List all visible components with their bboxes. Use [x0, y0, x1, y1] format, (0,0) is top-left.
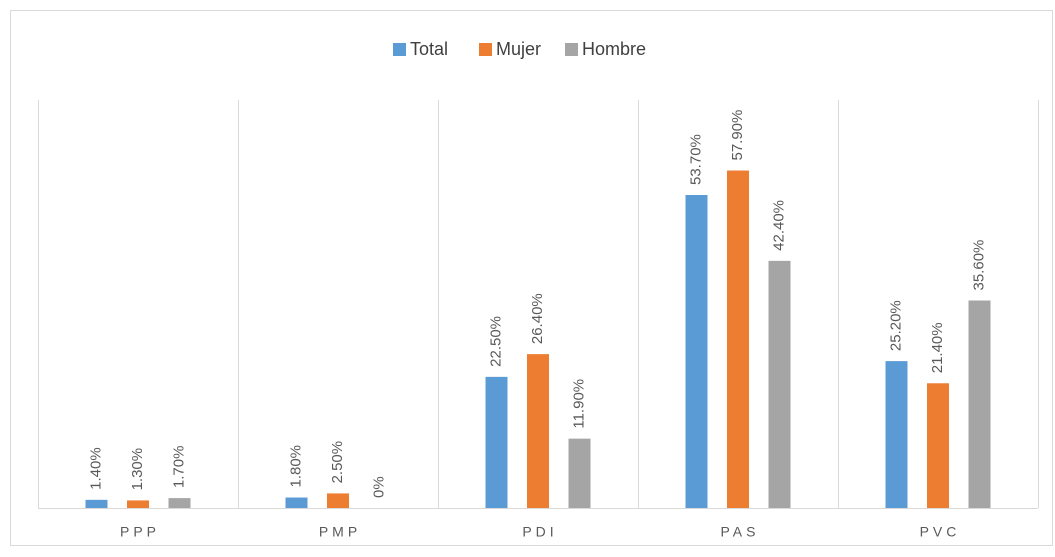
data-label: 1.80%	[287, 445, 304, 488]
data-label: 2.50%	[329, 441, 346, 484]
bar	[327, 493, 349, 508]
x-tick-label: PDI	[522, 524, 557, 540]
legend-label: Total	[410, 39, 448, 59]
data-label: 25.20%	[887, 300, 904, 351]
bar	[885, 361, 908, 508]
data-label: 22.50%	[487, 316, 504, 367]
bar	[927, 383, 949, 508]
x-tick-label: PVC	[920, 524, 961, 540]
data-label: 21.40%	[929, 322, 946, 373]
bar	[85, 499, 108, 508]
x-tick-label: PAS	[721, 524, 760, 540]
data-label: 26.40%	[529, 293, 546, 344]
legend-label: Mujer	[496, 39, 541, 59]
legend-label: Hombre	[582, 39, 646, 59]
data-label: 11.90%	[570, 379, 587, 429]
legend-swatch	[479, 43, 492, 56]
data-label: 0%	[370, 476, 387, 498]
data-label: 57.90%	[729, 110, 746, 161]
x-tick-label: PPP	[120, 524, 160, 540]
bar	[485, 376, 508, 508]
bar	[568, 438, 591, 508]
data-label: 1.70%	[170, 446, 187, 489]
x-tick-label: PMP	[319, 524, 361, 540]
legend-swatch	[393, 43, 406, 56]
legend-swatch	[565, 43, 578, 56]
bar	[727, 170, 749, 509]
bar	[527, 354, 549, 508]
legend: Total Mujer Hombre	[393, 39, 646, 59]
data-label: 1.40%	[87, 447, 104, 490]
bar	[768, 260, 791, 508]
data-label: 1.30%	[129, 448, 146, 491]
bar	[685, 195, 708, 508]
data-label: 42.40%	[770, 200, 787, 251]
bar	[168, 498, 191, 508]
data-label: 35.60%	[970, 240, 987, 291]
bar	[285, 497, 308, 508]
bar	[968, 300, 991, 508]
data-label: 53.70%	[687, 134, 704, 185]
bar	[127, 500, 149, 508]
